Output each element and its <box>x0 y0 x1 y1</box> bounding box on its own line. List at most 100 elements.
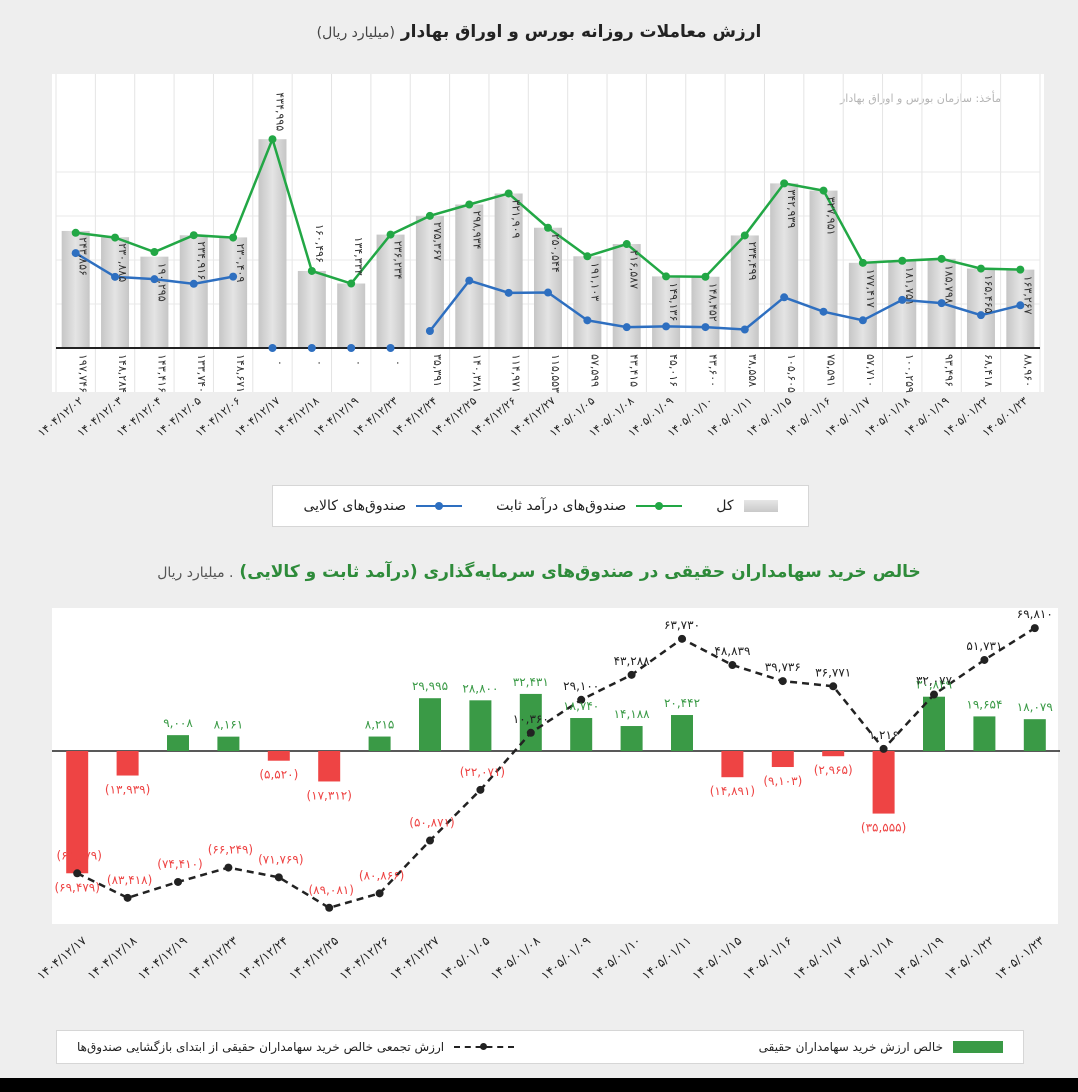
chart2-x-tick-label: ۱۴۰۴/۱۲/۲۵ <box>286 934 341 983</box>
chart2-cumulative-point <box>123 893 132 902</box>
chart1-commodity-label: ۳۸,۵۵۸ <box>746 354 759 387</box>
chart2-cumulative-point <box>375 889 384 898</box>
legend-fixed-income: صندوق‌های درآمد ثابت <box>496 498 683 514</box>
legend-commodity-swatch <box>416 500 463 512</box>
chart2-cumulative-label: ۱۰,۳۶۰ <box>513 712 549 726</box>
chart1-commodity-label: ۱۰۵,۶۰۵ <box>785 354 798 393</box>
legend-cumulative: ارزش تجمعی خالص خرید سهامداران حقیقی از … <box>77 1040 515 1054</box>
chart1-commodity-point <box>819 307 828 316</box>
chart1-total-bar <box>376 234 405 348</box>
chart2-net-label: ۱۸,۷۴۰ <box>563 699 599 713</box>
legend-total: کل <box>716 498 778 514</box>
chart1-total-label: ۲۳۰,۴۰۹ <box>234 243 247 282</box>
legend-cumulative-label: ارزش تجمعی خالص خرید سهامداران حقیقی از … <box>77 1040 445 1054</box>
chart1-fixed-income-point <box>71 228 80 237</box>
chart1-fixed-income-point <box>937 254 946 263</box>
chart2-cumulative-point <box>476 785 485 794</box>
chart1-total-label: ۲۳۰,۸۸۵ <box>116 243 129 282</box>
chart2-net-bar <box>872 751 895 814</box>
chart2-x-tick-label: ۱۴۰۴/۱۲/۲۷ <box>387 933 442 982</box>
chart1-commodity-label: ۹۳,۴۹۶ <box>943 354 956 387</box>
chart2-cumulative-point <box>224 863 233 872</box>
chart1-total-label: ۱۸۵,۷۹۸ <box>943 265 956 304</box>
chart1-fixed-income-point <box>425 211 434 220</box>
chart1-commodity-label: ۰ <box>392 360 405 366</box>
chart2-cumulative-line <box>76 627 1036 910</box>
chart1-commodity-label: ۵۷,۷۱۰ <box>864 354 877 387</box>
chart1-total-label: ۲۳۶,۲۳۴ <box>392 241 405 280</box>
chart1-commodity-label: ۱۱۵,۵۵۳ <box>549 354 562 393</box>
legend-total-swatch <box>743 500 778 512</box>
chart1-commodity-point <box>189 279 198 288</box>
chart2-cumulative-point <box>778 677 787 686</box>
chart2-net-label: ۱۸,۰۷۹ <box>1017 700 1053 714</box>
chart2-net-bar <box>267 751 290 761</box>
chart2-net-bar <box>671 715 693 751</box>
chart2-cumulative-point <box>980 655 989 664</box>
chart1-total-bar <box>297 270 326 348</box>
chart2-net-label: ۳۲,۴۳۱ <box>513 675 549 689</box>
chart1-total-label: ۴۳۴,۹۹۵ <box>273 92 286 131</box>
chart2-net-label: ۸,۲۱۵ <box>365 718 395 732</box>
chart2-x-tick-label: ۱۴۰۵/۰۱/۱۸ <box>841 933 896 982</box>
chart2-cumulative-point <box>174 877 182 886</box>
chart1-fixed-income-point <box>740 231 749 240</box>
legend-total-label: کل <box>716 498 734 514</box>
chart2-x-tick-label: ۱۴۰۵/۰۱/۲۳ <box>992 933 1047 982</box>
chart1-fixed-income-point <box>662 272 671 281</box>
chart1-title: ارزش معاملات روزانه بورس و اوراق بهادار … <box>0 22 1078 42</box>
chart1-commodity-label: ۱۴۰,۳۸۱ <box>470 354 483 393</box>
chart1-commodity-label: ۷۵,۵۹۱ <box>825 354 838 387</box>
chart2-net-bar <box>923 696 945 751</box>
chart2-cumulative-label: ۳۲,۰۷۷ <box>916 674 953 688</box>
chart1-fixed-income-point <box>898 256 907 265</box>
chart2-net-bar <box>419 698 441 751</box>
chart1-total-label: ۲۵۰,۵۴۴ <box>549 234 562 273</box>
chart2-cumulative-label: (۸۹,۰۸۱) <box>308 883 353 897</box>
chart2-x-tick-label: ۱۴۰۴/۱۲/۲۴ <box>236 934 291 983</box>
chart2-net-label: ۹,۰۰۸ <box>163 716 193 730</box>
chart1-total-bar <box>140 256 169 348</box>
chart1-total-bar <box>652 276 681 348</box>
legend-fixed-income-label: صندوق‌های درآمد ثابت <box>496 498 627 514</box>
chart1-total-label: ۲۹۸,۹۳۴ <box>470 211 483 250</box>
chart1-commodity-point <box>111 272 120 281</box>
chart1-fixed-income-point <box>189 231 198 240</box>
chart1-svg: ۲۴۳,۸۵۶ ۲۳۰,۸۸۵ ۱۹۰,۲۹۵ ۲۳۴,۹۱۶ ۲۳۰,۴۰۹ ۴۳۴,۹… <box>35 74 1041 439</box>
chart1-total-label: ۱۴۹,۱۳۶ <box>667 282 680 321</box>
chart1-commodity-point <box>465 276 474 285</box>
chart1-fixed-income-point <box>111 233 120 242</box>
chart1-total-bar <box>219 237 248 348</box>
chart2-net-bar <box>167 735 189 751</box>
chart2-x-tick-label: ۱۴۰۴/۱۲/۱۷ <box>34 933 89 982</box>
chart2-x-tick-label: ۱۴۰۵/۰۱/۰۵ <box>438 934 493 983</box>
chart1-total-label: ۱۳۴,۳۳۳ <box>352 237 365 276</box>
chart1-total-bar <box>966 268 995 348</box>
chart2-cumulative-label: (۲۲,۰۷۱) <box>460 765 505 779</box>
chart2-legend: ارزش تجمعی خالص خرید سهامداران حقیقی از … <box>56 1030 1024 1064</box>
chart2-cumulative-point <box>829 682 838 691</box>
chart1-commodity-point <box>858 316 867 325</box>
chart2-net-bar <box>771 751 794 768</box>
chart1-fixed-income-point <box>976 264 985 273</box>
chart2-cumulative-label: ۱,۲۱۶ <box>869 728 899 742</box>
chart2-x-tick-label: ۱۴۰۵/۰۱/۲۲ <box>942 934 997 983</box>
chart1-commodity-point <box>780 293 789 302</box>
chart1-commodity-point <box>662 322 671 331</box>
chart1-total-bar <box>179 235 208 348</box>
chart1-total-label: ۱۶۵,۴۶۵ <box>982 275 995 314</box>
chart1-total-label: ۳۲۱,۹۰۹ <box>510 199 523 238</box>
chart2-net-label: (۶۹,۴۷۹) <box>54 880 99 894</box>
chart1-fixed-income-point <box>583 252 592 261</box>
chart1-commodity-label: ۰ <box>352 360 365 366</box>
chart2-net-bar <box>469 700 492 751</box>
chart1-title-text: ارزش معاملات روزانه بورس و اوراق بهادار <box>400 22 762 42</box>
chart2-x-tick-label: ۱۴۰۵/۰۱/۱۵ <box>690 934 745 983</box>
chart2-net-label: (۱۳,۹۳۹) <box>105 783 150 797</box>
chart1-commodity-label: ۰ <box>273 360 286 366</box>
chart1-commodity-point <box>622 323 631 332</box>
chart2-cumulative-label: ۳۹,۷۳۶ <box>765 660 801 674</box>
legend-net-label: خالص ارزش خرید سهامداران حقیقی <box>758 1040 943 1054</box>
chart1-total-bar <box>415 215 444 348</box>
chart1-total-label: ۲۳۴,۴۹۹ <box>746 241 759 280</box>
